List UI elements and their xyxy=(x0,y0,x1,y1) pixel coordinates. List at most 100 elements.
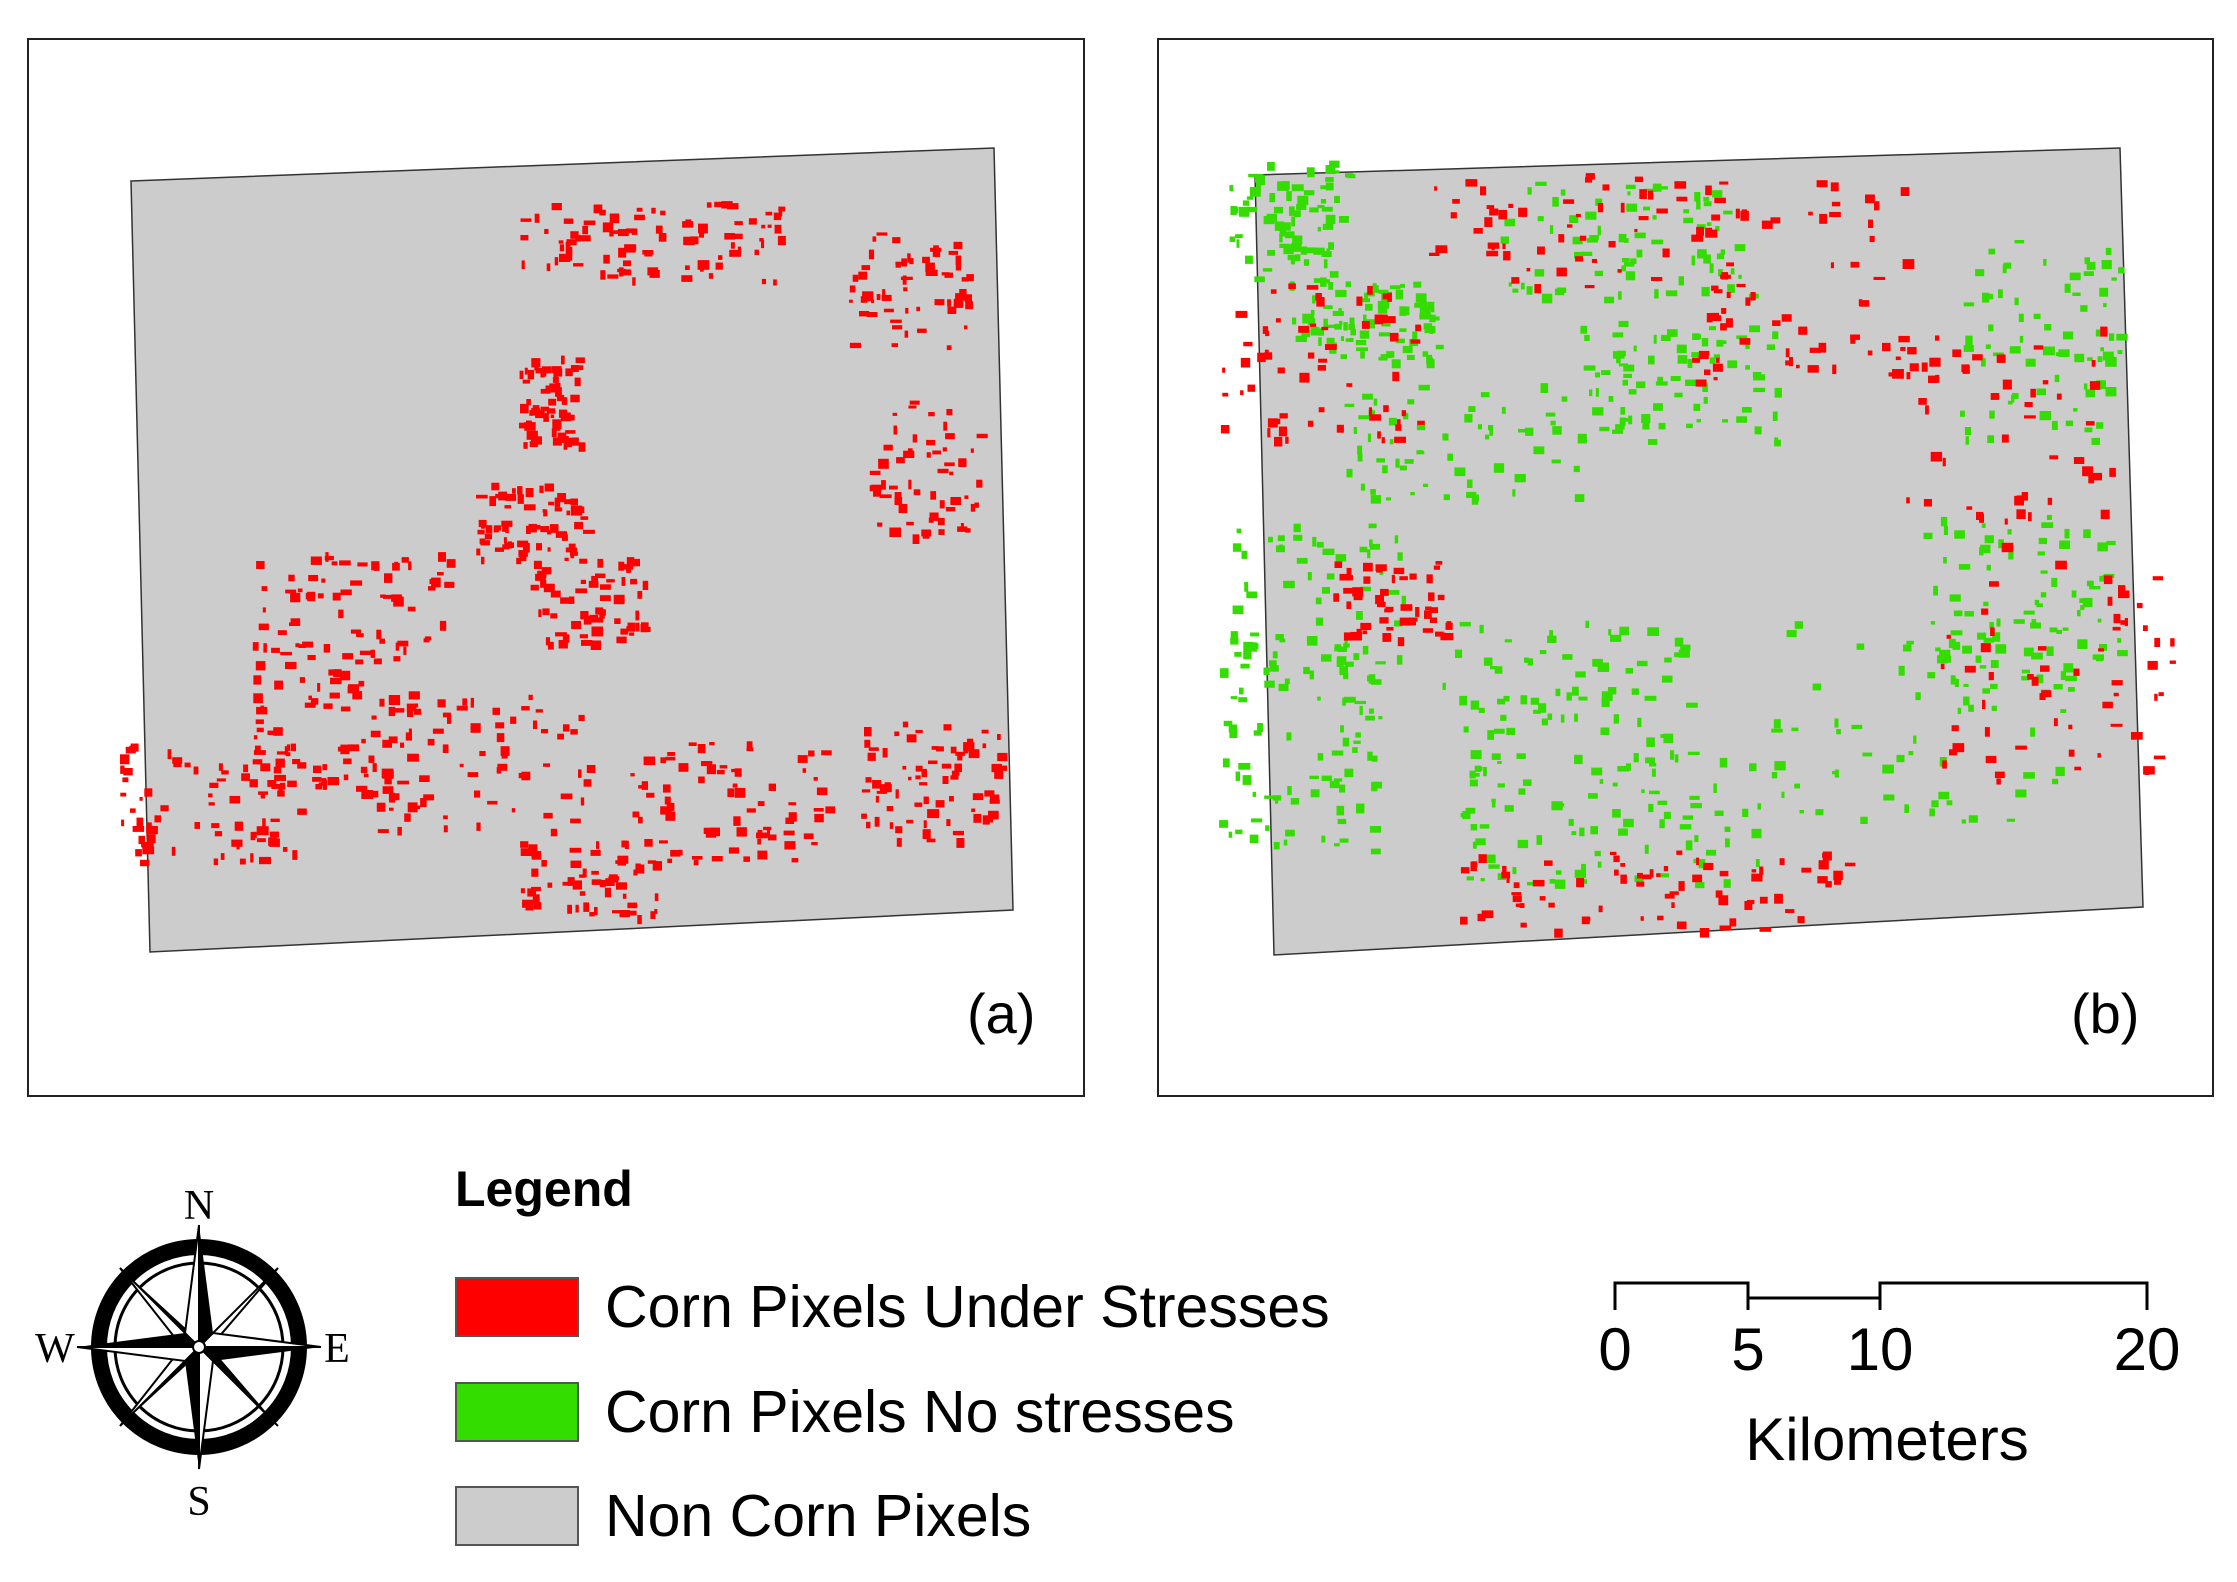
stressed-pixel xyxy=(545,637,550,646)
unstressed-pixel xyxy=(1329,780,1340,789)
stressed-pixel xyxy=(1704,369,1711,375)
unstressed-pixel xyxy=(1562,654,1573,660)
unstressed-pixel xyxy=(2067,687,2075,692)
unstressed-pixel xyxy=(1616,356,1621,364)
stressed-pixel xyxy=(2124,618,2128,627)
stressed-pixel xyxy=(1325,344,1337,350)
stressed-pixel xyxy=(767,224,772,228)
stressed-pixel xyxy=(1285,436,1289,444)
unstressed-pixel xyxy=(1273,842,1280,850)
unstressed-pixel xyxy=(1683,209,1690,214)
unstressed-pixel xyxy=(1693,858,1697,864)
unstressed-pixel xyxy=(1685,379,1696,386)
stressed-pixel xyxy=(538,609,542,617)
unstressed-pixel xyxy=(1386,497,1392,501)
unstressed-pixel xyxy=(1302,313,1315,324)
unstressed-pixel xyxy=(1364,292,1368,300)
stressed-pixel xyxy=(621,840,628,848)
stressed-pixel xyxy=(591,870,599,875)
stressed-pixel xyxy=(1736,283,1746,288)
unstressed-pixel xyxy=(1389,439,1394,445)
unstressed-pixel xyxy=(1512,288,1519,293)
unstressed-pixel xyxy=(1339,838,1349,843)
unstressed-pixel xyxy=(1334,843,1340,847)
stressed-pixel xyxy=(1801,867,1812,873)
unstressed-pixel xyxy=(1960,410,1965,417)
unstressed-pixel xyxy=(1283,580,1295,589)
unstressed-pixel xyxy=(2036,674,2044,684)
unstressed-pixel xyxy=(1963,696,1970,706)
stressed-pixel xyxy=(347,744,360,752)
unstressed-pixel xyxy=(1478,707,1485,713)
stressed-pixel xyxy=(976,479,983,488)
unstressed-pixel xyxy=(1373,398,1378,406)
unstressed-pixel xyxy=(1447,453,1453,461)
stressed-pixel xyxy=(563,724,570,732)
stressed-pixel xyxy=(1952,743,1965,753)
unstressed-pixel xyxy=(2071,590,2077,598)
unstressed-pixel xyxy=(1340,336,1344,341)
stressed-pixel xyxy=(1377,601,1386,608)
unstressed-pixel xyxy=(1243,641,1253,652)
legend-label-non-corn: Non Corn Pixels xyxy=(605,1483,1032,1549)
stressed-pixel xyxy=(403,646,407,655)
stressed-pixel xyxy=(308,575,319,582)
unstressed-pixel xyxy=(1883,794,1895,801)
unstressed-pixel xyxy=(1268,536,1273,543)
unstressed-pixel xyxy=(1715,226,1720,232)
unstressed-pixel xyxy=(1523,779,1532,786)
stressed-pixel xyxy=(1929,357,1941,367)
stressed-pixel xyxy=(941,272,950,276)
unstressed-pixel xyxy=(1365,303,1373,311)
stressed-pixel xyxy=(299,677,305,683)
stressed-pixel xyxy=(394,708,405,713)
unstressed-pixel xyxy=(1229,728,1238,738)
stressed-pixel xyxy=(253,831,257,839)
stressed-pixel xyxy=(253,675,262,685)
stressed-pixel xyxy=(1316,297,1325,307)
stressed-pixel xyxy=(333,669,342,677)
stressed-pixel xyxy=(727,203,739,210)
stressed-pixel xyxy=(580,579,586,584)
stressed-pixel xyxy=(664,796,671,805)
stressed-pixel xyxy=(1333,593,1340,602)
stressed-pixel xyxy=(896,457,905,464)
unstressed-pixel xyxy=(1623,364,1635,372)
stressed-pixel xyxy=(477,529,485,535)
unstressed-pixel xyxy=(1595,372,1601,378)
stressed-pixel xyxy=(596,841,600,849)
stressed-pixel xyxy=(1498,209,1507,220)
unstressed-pixel xyxy=(1718,269,1723,277)
unstressed-pixel xyxy=(1376,458,1385,463)
stressed-pixel xyxy=(543,763,551,767)
stressed-pixel xyxy=(1511,277,1520,284)
stressed-pixel xyxy=(2097,753,2101,758)
unstressed-pixel xyxy=(1653,334,1657,344)
stressed-pixel xyxy=(2158,692,2164,697)
stressed-pixel xyxy=(1395,424,1402,431)
stressed-pixel xyxy=(953,298,964,308)
stressed-pixel xyxy=(570,394,580,403)
stressed-pixel xyxy=(757,838,761,845)
stressed-pixel xyxy=(485,525,493,534)
stressed-pixel xyxy=(915,729,923,734)
stressed-pixel xyxy=(1761,220,1773,229)
unstressed-pixel xyxy=(2043,258,2047,266)
unstressed-pixel xyxy=(2064,528,2070,539)
stressed-pixel xyxy=(1406,621,1416,626)
unstressed-pixel xyxy=(2012,393,2019,399)
unstressed-pixel xyxy=(1963,683,1969,687)
unstressed-pixel xyxy=(1323,318,1328,328)
unstressed-pixel xyxy=(1388,417,1397,426)
stressed-pixel xyxy=(1585,177,1593,183)
stressed-pixel xyxy=(706,202,712,208)
unstressed-pixel xyxy=(1703,254,1711,264)
stressed-pixel xyxy=(295,643,300,648)
stressed-pixel xyxy=(532,894,540,904)
stressed-pixel xyxy=(783,830,795,836)
unstressed-pixel xyxy=(1683,217,1694,224)
stressed-pixel xyxy=(593,204,603,214)
stressed-pixel xyxy=(1257,352,1266,363)
unstressed-pixel xyxy=(2006,818,2016,822)
stressed-pixel xyxy=(277,630,287,635)
